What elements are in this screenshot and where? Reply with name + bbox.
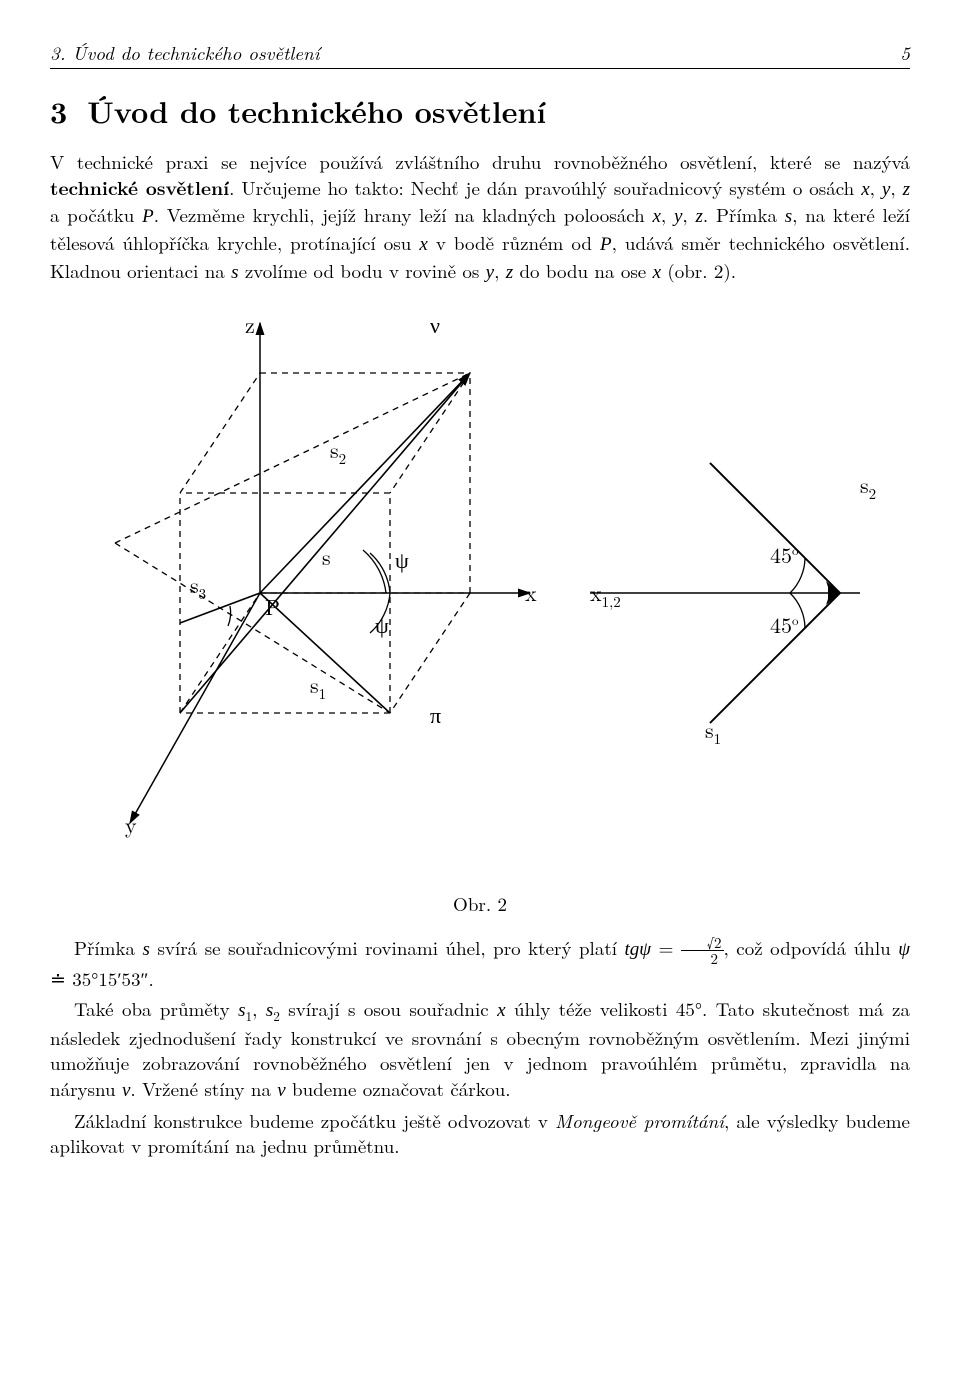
lbl-psi-1: ψ — [395, 544, 409, 575]
t: svírají s osou souřadnic — [280, 995, 497, 1022]
var-z: z — [695, 206, 702, 227]
var-z: z — [903, 179, 910, 200]
t: , — [870, 174, 882, 201]
var-s: s — [231, 262, 238, 283]
running-header: 3. Úvod do technického osvětlení 5 — [50, 40, 910, 69]
lbl-deg-1: o — [792, 540, 799, 559]
lbl-z: z — [245, 309, 255, 340]
lbl-s3-sub: 3 — [199, 583, 207, 604]
svg-text:s2: s2 — [330, 434, 346, 469]
lbl-r-s2-sub: 2 — [869, 483, 877, 504]
t: budeme označovat čárkou. — [286, 1075, 511, 1102]
lbl-45-1: 45 — [770, 539, 792, 570]
lbl-x: x — [525, 577, 537, 608]
t: Také oba průměty — [74, 995, 238, 1022]
svg-text:45o: 45o — [770, 539, 799, 570]
lbl-pi: π — [430, 699, 441, 730]
var-x: x — [419, 234, 427, 255]
var-P: P — [142, 206, 154, 227]
paragraph-1: V technické praxi se nejvíce používá zvl… — [50, 149, 910, 285]
fraction: √22 — [681, 935, 724, 966]
paragraph-2: Přímka s svírá se souřadnicovými rovinam… — [50, 935, 910, 992]
var-x: x — [861, 179, 869, 200]
frac-bot: 2 — [681, 951, 724, 966]
lbl-s1-sub: 1 — [319, 683, 327, 704]
t: . Vezměme krychli, jejíž hrany leží na k… — [154, 201, 653, 228]
t: , — [661, 201, 674, 228]
var-x: x — [652, 206, 660, 227]
t: . Vržené stíny na — [130, 1075, 277, 1102]
tg: tg — [625, 939, 640, 960]
t: , — [682, 201, 695, 228]
section-number: 3 — [50, 89, 67, 132]
lbl-y: y — [125, 809, 137, 840]
t: , — [494, 257, 506, 284]
lbl-P: P — [265, 591, 280, 622]
lbl-r-s1: s — [705, 714, 714, 745]
paragraph-3: Také oba průměty s1, s2 svírají s osou s… — [50, 996, 910, 1104]
t: , — [252, 995, 266, 1022]
t: Přímka — [74, 934, 143, 961]
svg-text:s1: s1 — [310, 669, 326, 704]
sub2: 2 — [273, 1006, 280, 1025]
svg-text:x1,2: x1,2 — [590, 577, 621, 612]
lbl-s2: s — [330, 434, 339, 465]
eq: = — [651, 934, 681, 961]
diagram-svg: z ν s2 s ψ ψ s3 P x s1 π y x1,2 s2 45o 4… — [70, 303, 890, 863]
lbl-x12-sub: 1,2 — [602, 591, 621, 612]
paragraph-4: Základní konstrukce budeme zpočátku ješt… — [50, 1108, 910, 1159]
lbl-s: s — [322, 541, 331, 572]
nu: ν — [277, 1080, 285, 1101]
t: , — [890, 174, 902, 201]
lbl-x12: x — [590, 577, 602, 608]
t: (obr. 2). — [661, 257, 736, 284]
t: svírá se souřadnicovými rovinami úhel, p… — [150, 934, 625, 961]
figure-caption: Obr. 2 — [50, 891, 910, 917]
var-z: z — [506, 262, 513, 283]
header-left: 3. Úvod do technického osvětlení — [50, 40, 320, 66]
lbl-r-s1-sub: 1 — [714, 728, 722, 749]
lbl-s1: s — [310, 669, 319, 700]
t: , což odpovídá úhlu — [724, 934, 899, 961]
section-text: Úvod do technického osvětlení — [87, 89, 546, 132]
term-bold: technické osvětlení — [50, 173, 229, 201]
lbl-s2-sub: 2 — [339, 448, 347, 469]
svg-text:s3: s3 — [190, 569, 206, 604]
figure-2: z ν s2 s ψ ψ s3 P x s1 π y x1,2 s2 45o 4… — [50, 303, 910, 863]
svg-text:s2: s2 — [860, 469, 876, 504]
monge-ital: Mongeově promítání — [555, 1107, 724, 1134]
psi: ψ — [639, 939, 651, 960]
section-title: 3 Úvod do technického osvětlení — [50, 91, 910, 132]
page-number: 5 — [900, 40, 910, 66]
t: Základní konstrukce budeme zpočátku ješt… — [74, 1107, 555, 1134]
var-x: x — [497, 1000, 505, 1021]
svg-text:45o: 45o — [770, 609, 799, 640]
lbl-nu: ν — [430, 309, 440, 340]
t: V technické praxi se nejvíce používá zvl… — [50, 148, 910, 175]
var-y: y — [486, 262, 494, 283]
svg-text:s1: s1 — [705, 714, 721, 749]
t: a počátku — [50, 201, 142, 228]
angle-val: ≐ 35°15′53″. — [50, 965, 154, 992]
lbl-45-2: 45 — [770, 609, 792, 640]
lbl-r-s2: s — [860, 469, 869, 500]
t: do bodu na ose — [513, 257, 652, 284]
t: . Určujeme ho takto: Nechť je dán pravoú… — [229, 174, 861, 201]
var-x: x — [653, 262, 661, 283]
t: v bodě různém od — [428, 229, 600, 256]
lbl-deg-2: o — [792, 610, 799, 629]
psi: ψ — [898, 939, 910, 960]
lbl-s3: s — [190, 569, 199, 600]
t: zvolíme od bodu v rovině os — [239, 257, 486, 284]
t: . Přímka — [703, 201, 785, 228]
var-P: P — [600, 234, 612, 255]
var-s: s — [143, 939, 150, 960]
lbl-psi-2: ψ — [375, 609, 389, 640]
